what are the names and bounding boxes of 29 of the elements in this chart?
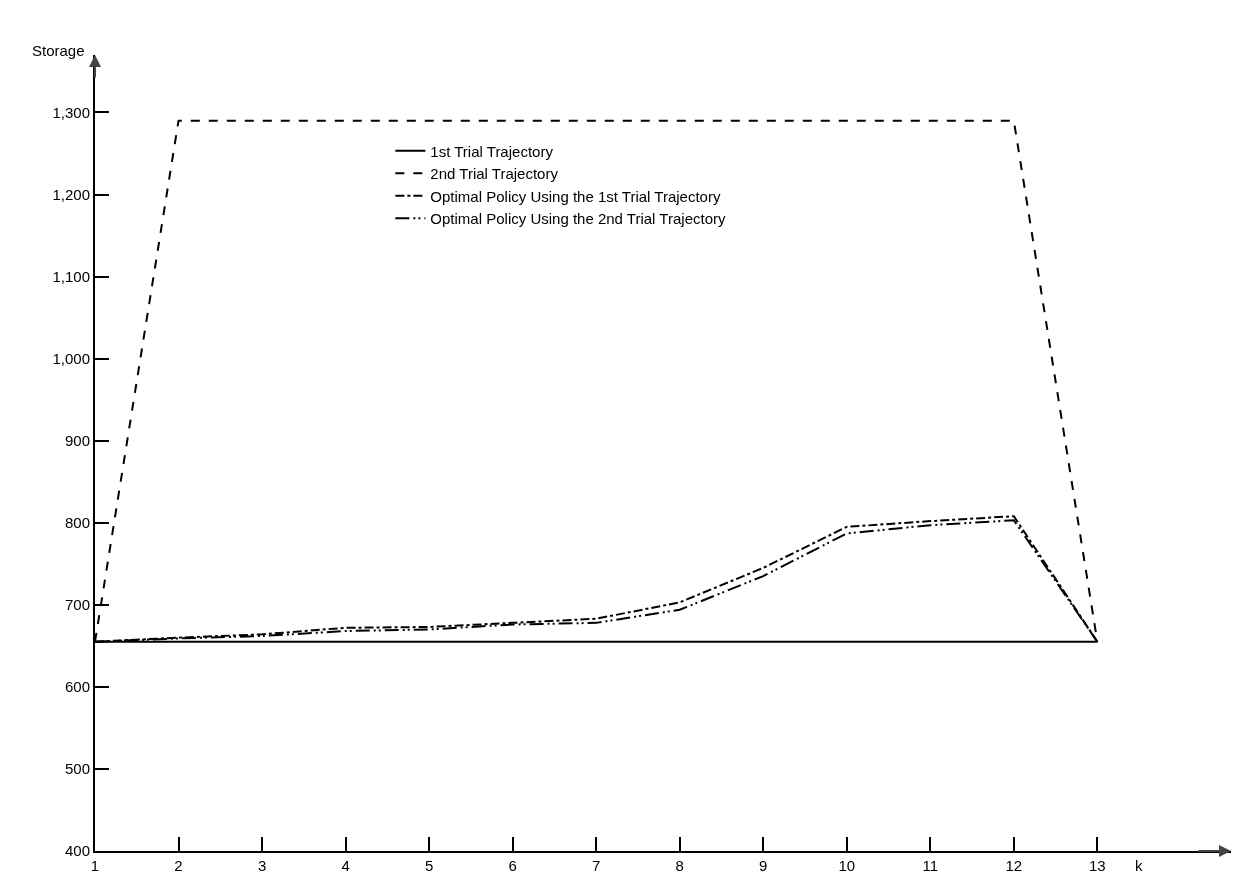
legend-label: Optimal Policy Using the 1st Trial Trajectory bbox=[430, 187, 721, 205]
y-tick-label: 900 bbox=[64, 431, 90, 449]
x-axis-title: k bbox=[1135, 857, 1143, 874]
y-tick-label: 500 bbox=[64, 760, 90, 778]
y-tick-label: 600 bbox=[64, 678, 90, 696]
x-tick-label: 1 bbox=[90, 857, 100, 874]
x-tick-label: 4 bbox=[341, 857, 350, 874]
x-tick-label: 5 bbox=[424, 857, 434, 874]
y-tick-label: 800 bbox=[64, 514, 90, 531]
y-axis-title: Storage bbox=[32, 42, 85, 59]
x-tick-label: 6 bbox=[508, 857, 517, 874]
y-tick-label: 1,300 bbox=[52, 103, 90, 121]
y-tick-label: 1,200 bbox=[52, 185, 90, 203]
x-tick-label: 2 bbox=[174, 857, 183, 874]
x-tick-label: 11 bbox=[922, 857, 939, 874]
x-tick-label: 10 bbox=[838, 857, 856, 874]
y-tick-label: 1,100 bbox=[52, 267, 90, 285]
y-tick-label: 1,000 bbox=[52, 349, 90, 367]
x-tick-label: 3 bbox=[257, 857, 267, 874]
x-tick-label: 12 bbox=[1005, 857, 1023, 874]
x-tick-label: 9 bbox=[759, 857, 768, 874]
y-tick-label: 700 bbox=[64, 596, 90, 614]
legend-label: 2nd Trial Trajectory bbox=[430, 165, 559, 183]
legend-label: Optimal Policy Using the 2nd Trial Trajectory bbox=[430, 210, 726, 228]
x-tick-label: 8 bbox=[675, 857, 684, 874]
legend-label: 1st Trial Trajectory bbox=[430, 142, 554, 160]
x-tick-label: 7 bbox=[592, 857, 601, 874]
x-tick-label: 13 bbox=[1089, 857, 1106, 874]
y-tick-label: 400 bbox=[64, 842, 90, 860]
